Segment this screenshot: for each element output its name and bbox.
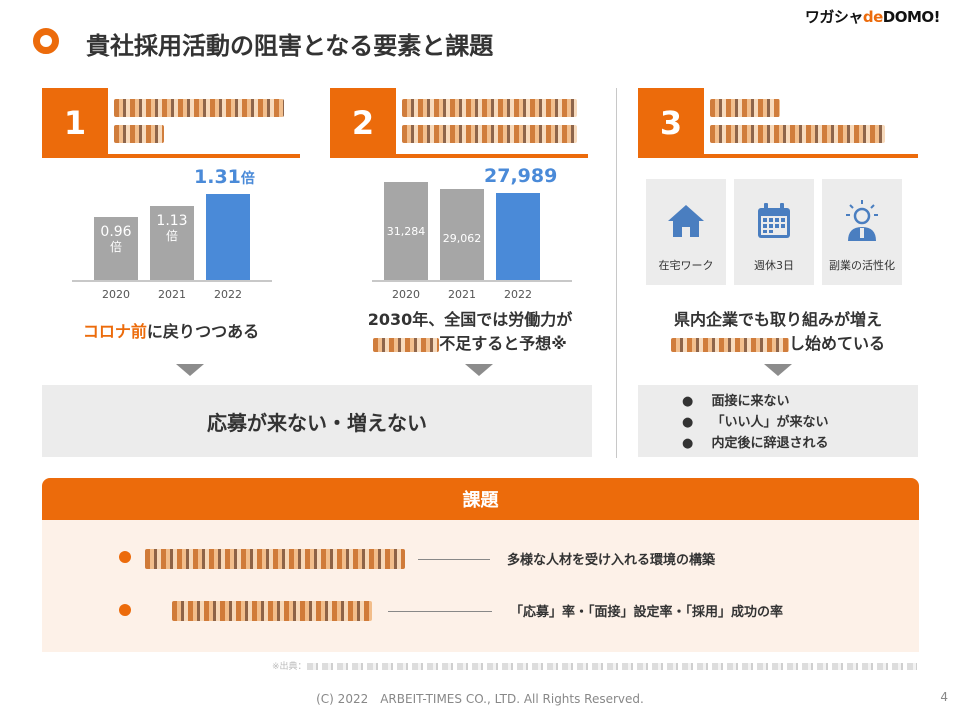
down-arrow-icon — [764, 364, 792, 376]
bar-chart-ratio: 2020 0.96 倍 2021 1.13 倍 2022 1.31倍 — [72, 166, 272, 301]
connector-line — [418, 559, 490, 560]
list-item: ● 面接に来ない — [682, 394, 790, 409]
column-number-2: 2 — [330, 88, 396, 158]
redacted-source — [306, 663, 917, 670]
bar-2020 — [94, 217, 138, 280]
x-tick-label: 2021 — [448, 288, 476, 301]
col1-caption: コロナ前に戻りつつある — [82, 322, 260, 341]
bar-2021 — [440, 189, 484, 280]
col2-caption: 2030年、全国では労働力が 不足すると予想※ — [367, 310, 573, 353]
connector-line — [388, 611, 492, 612]
column-heading-1-redacted — [108, 88, 300, 158]
col3-caption: 県内企業でも取り組みが増え し始めている — [638, 308, 918, 356]
x-tick-label: 2020 — [102, 288, 130, 301]
data-label-highlight: 1.31倍 — [194, 166, 255, 188]
x-tick-label: 2022 — [214, 288, 242, 301]
icon-label: 週休3日 — [754, 259, 794, 272]
chart-baseline — [372, 280, 572, 282]
title-bullet-icon — [33, 28, 59, 54]
icon-tile-four-day-week: 週休3日 — [734, 179, 814, 285]
kadai-header: 課題 — [42, 478, 919, 520]
icon-tile-remote: 在宅ワーク — [646, 179, 726, 285]
kadai-body — [42, 520, 919, 652]
data-label: 0.96 倍 — [100, 224, 132, 255]
column-number-1: 1 — [42, 88, 108, 158]
down-arrow-icon — [465, 364, 493, 376]
footer-copyright: (C) 2022 ARBEIT-TIMES CO., LTD. All Righ… — [316, 692, 644, 706]
page-title: 貴社採用活動の阻害となる要素と課題 — [86, 32, 494, 60]
kadai-item-2: 「応募」率・「面接」設定率・「採用」成功の率 — [510, 605, 784, 620]
bullet-dot-icon — [119, 604, 131, 616]
logo: ワガシャdeDOMO! — [804, 8, 941, 26]
redacted-number — [373, 337, 440, 352]
icon-label: 副業の活性化 — [829, 259, 895, 272]
data-label: 31,284 — [386, 225, 426, 238]
bar-2020 — [384, 182, 428, 280]
calendar-icon — [758, 203, 790, 238]
redacted-text — [670, 337, 789, 352]
bar-2021 — [150, 206, 194, 280]
bar-2022 — [206, 194, 250, 280]
bar-chart-workforce: 2020 31,284 2021 29,062 2022 27,989 — [372, 165, 572, 301]
column-number-3: 3 — [638, 88, 704, 158]
data-label: 29,062 — [442, 232, 482, 245]
x-tick-label: 2022 — [504, 288, 532, 301]
chart-baseline — [72, 280, 272, 282]
page-number: 4 — [940, 690, 948, 704]
person-idea-icon — [846, 200, 878, 241]
down-arrow-icon — [176, 364, 204, 376]
icon-label: 在宅ワーク — [658, 259, 714, 272]
icon-tile-side-job: 副業の活性化 — [822, 179, 902, 285]
result-box: 応募が来ない・増えない — [42, 385, 592, 457]
symptom-list: ● 面接に来ない ● 「いい人」が来ない ● 内定後に辞退される — [638, 385, 918, 457]
x-tick-label: 2021 — [158, 288, 186, 301]
source-note: ※出典： — [272, 659, 917, 672]
list-item: ● 内定後に辞退される — [682, 436, 829, 451]
column-divider — [616, 88, 617, 458]
x-tick-label: 2020 — [392, 288, 420, 301]
data-label: 1.13 倍 — [156, 213, 188, 244]
column-heading-2-redacted — [396, 88, 588, 158]
bullet-dot-icon — [119, 551, 131, 563]
redacted-issue-1 — [145, 549, 405, 569]
redacted-issue-2 — [172, 601, 372, 621]
bar-2022 — [496, 193, 540, 280]
kadai-item-1: 多様な人材を受け入れる環境の構築 — [507, 553, 716, 568]
data-label-highlight: 27,989 — [484, 165, 558, 187]
column-heading-3-redacted — [704, 88, 918, 158]
list-item: ● 「いい人」が来ない — [682, 415, 829, 430]
house-icon — [668, 205, 704, 237]
